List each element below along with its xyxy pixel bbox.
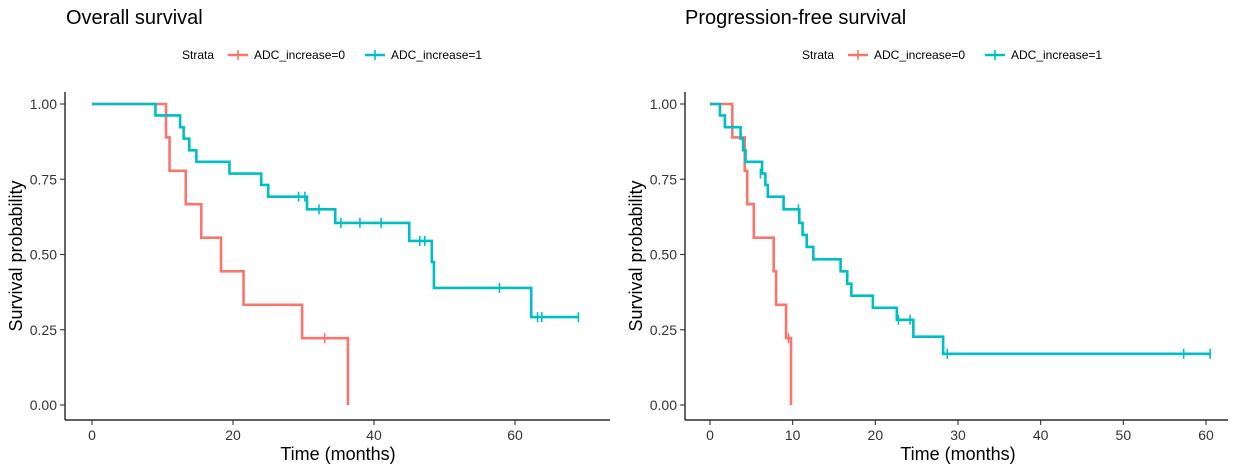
y-tick-label: 0.75 xyxy=(650,171,677,187)
x-tick-label: 0 xyxy=(88,427,96,443)
y-tick-label: 1.00 xyxy=(650,96,677,112)
y-tick-label: 0.00 xyxy=(650,397,677,413)
y-ticks: 1.00 0.75 0.50 0.25 0.00 xyxy=(650,96,685,413)
plot-area xyxy=(92,102,580,405)
y-tick-label: 0.50 xyxy=(650,247,677,263)
x-tick-label: 50 xyxy=(1116,427,1132,443)
x-tick-label: 0 xyxy=(706,427,714,443)
legend-label-adc-0: ADC_increase=0 xyxy=(874,48,965,62)
survival-curve-series-0 xyxy=(92,102,350,405)
plot-area xyxy=(710,102,1211,405)
x-tick-label: 40 xyxy=(366,427,382,443)
legend-title: Strata xyxy=(182,48,214,62)
y-axis-title: Survival probability xyxy=(6,180,26,331)
y-ticks: 1.00 0.75 0.50 0.25 0.00 xyxy=(30,96,65,413)
legend-label-adc-1: ADC_increase=1 xyxy=(1011,48,1102,62)
legend-title: Strata xyxy=(802,48,834,62)
y-tick-label: 0.25 xyxy=(30,322,57,338)
y-tick-label: 0.75 xyxy=(30,171,57,187)
chart-title: Progression-free survival xyxy=(685,7,906,29)
x-tick-label: 10 xyxy=(785,427,801,443)
y-tick-label: 0.50 xyxy=(30,247,57,263)
survival-curve-series-1 xyxy=(710,102,1211,356)
y-tick-label: 1.00 xyxy=(30,96,57,112)
overall-survival-panel: Overall survival Strata ADC_increase=0 A… xyxy=(6,7,610,464)
legend-label-adc-0: ADC_increase=0 xyxy=(254,48,345,62)
x-tick-label: 40 xyxy=(1033,427,1049,443)
legend: Strata ADC_increase=0 ADC_increase=1 xyxy=(802,48,1102,62)
x-tick-label: 20 xyxy=(868,427,884,443)
chart-title: Overall survival xyxy=(66,7,203,29)
x-ticks: 0 20 40 60 xyxy=(88,420,523,443)
y-axis-title: Survival probability xyxy=(626,180,646,331)
legend-label-adc-1: ADC_increase=1 xyxy=(391,48,482,62)
y-tick-label: 0.00 xyxy=(30,397,57,413)
x-tick-label: 60 xyxy=(1198,427,1214,443)
x-tick-label: 60 xyxy=(507,427,523,443)
x-tick-label: 30 xyxy=(950,427,966,443)
x-axis-title: Time (months) xyxy=(280,444,395,464)
x-tick-label: 20 xyxy=(225,427,241,443)
x-axis-title: Time (months) xyxy=(900,444,1015,464)
progression-free-survival-panel: Progression-free survival Strata ADC_inc… xyxy=(626,7,1228,464)
x-ticks: 0 10 20 30 40 50 60 xyxy=(706,420,1214,443)
survival-curve-series-0 xyxy=(710,102,793,405)
legend: Strata ADC_increase=0 ADC_increase=1 xyxy=(182,48,482,62)
y-tick-label: 0.25 xyxy=(650,322,677,338)
survival-curve-series-1 xyxy=(92,102,579,319)
